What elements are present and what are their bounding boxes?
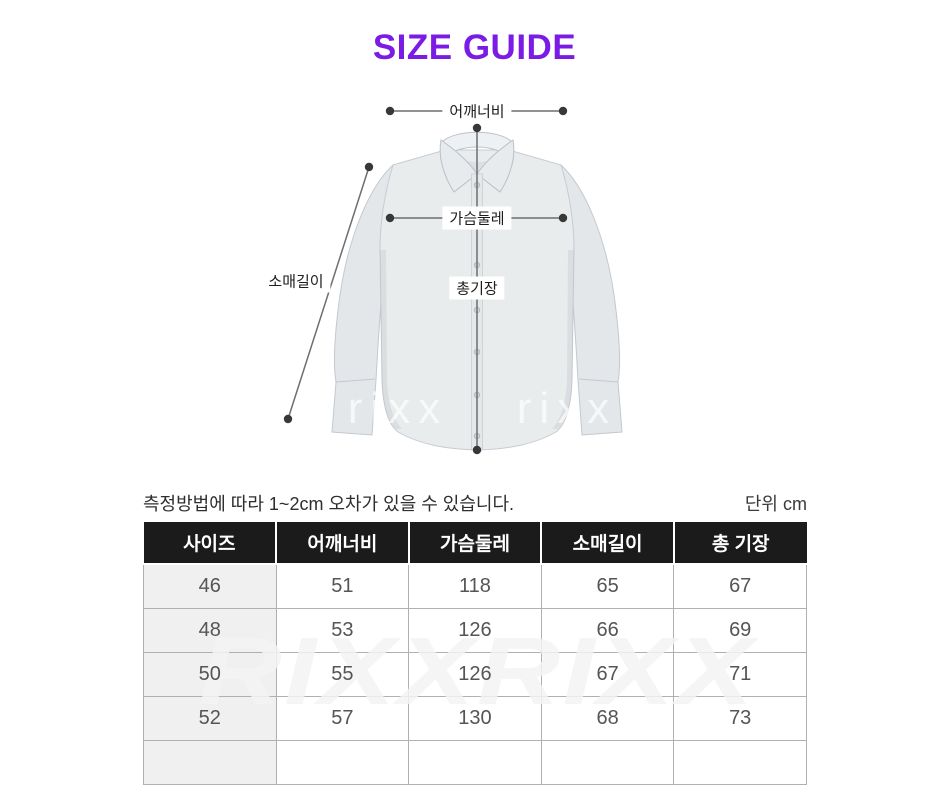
column-header: 어깨너비 (275, 522, 409, 565)
table-cell (408, 739, 542, 785)
label-shoulder-width: 어깨너비 (442, 99, 512, 123)
table-cell: 46 (143, 563, 277, 609)
table-cell: 51 (275, 563, 410, 609)
size-table-header: 사이즈 어깨너비 가슴둘레 소매길이 총 기장 (143, 522, 807, 565)
table-row: 52 57 130 68 73 (143, 695, 807, 741)
table-cell: 55 (275, 651, 410, 697)
label-total-length: 총기장 (449, 276, 505, 300)
column-header: 사이즈 (143, 522, 277, 565)
note-row: 측정방법에 따라 1~2cm 오차가 있을 수 있습니다. 단위 cm (143, 490, 807, 516)
table-row: 48 53 126 66 69 (143, 607, 807, 653)
table-cell (540, 739, 675, 785)
shirt-collar (439, 131, 515, 193)
measurement-dots (283, 106, 568, 455)
table-cell: 53 (275, 607, 410, 653)
table-cell: 66 (540, 607, 675, 653)
table-cell: 52 (143, 695, 277, 741)
table-row: 50 55 126 67 71 (143, 651, 807, 697)
size-table-wrap: 사이즈 어깨너비 가슴둘레 소매길이 총 기장 46 51 118 65 67 48 53 126 66… (143, 522, 807, 785)
shirt-diagram: rixx rixx 어깨너비 가슴둘레 총기장 소매길이 (0, 80, 949, 480)
table-cell: 68 (540, 695, 675, 741)
table-cell: 67 (673, 563, 807, 609)
table-cell (275, 739, 410, 785)
column-header: 가슴둘레 (407, 522, 542, 565)
table-cell: 126 (408, 651, 542, 697)
label-chest-girth: 가슴둘레 (442, 206, 512, 230)
table-cell (673, 739, 807, 785)
table-cell: 48 (143, 607, 277, 653)
table-cell: 73 (673, 695, 807, 741)
column-header: 소매길이 (540, 522, 674, 565)
measurement-lines (287, 110, 563, 450)
table-cell: 130 (408, 695, 542, 741)
label-sleeve-length: 소매길이 (261, 269, 331, 293)
table-row (143, 739, 807, 785)
table-cell: 126 (408, 607, 542, 653)
table-cell: 65 (540, 563, 675, 609)
table-cell (143, 739, 277, 785)
table-cell: 118 (408, 563, 542, 609)
size-table: 사이즈 어깨너비 가슴둘레 소매길이 총 기장 46 51 118 65 67 48 53 126 66… (143, 522, 807, 785)
table-cell: 69 (673, 607, 807, 653)
table-cell: 57 (275, 695, 410, 741)
table-header-row: 사이즈 어깨너비 가슴둘레 소매길이 총 기장 (143, 522, 807, 565)
table-cell: 67 (540, 651, 675, 697)
table-row: 46 51 118 65 67 (143, 563, 807, 609)
table-cell: 50 (143, 651, 277, 697)
column-header: 총 기장 (672, 522, 807, 565)
size-table-body: 46 51 118 65 67 48 53 126 66 69 50 55 126 67 71 52 57 130… (143, 563, 807, 785)
shirt-sleeves (331, 163, 623, 436)
shirt-illustration (283, 106, 623, 455)
note-measurement-tolerance: 측정방법에 따라 1~2cm 오차가 있을 수 있습니다. (143, 494, 515, 514)
note-unit: 단위 cm (744, 494, 807, 514)
table-cell: 71 (673, 651, 807, 697)
page-title: SIZE GUIDE (372, 28, 577, 67)
